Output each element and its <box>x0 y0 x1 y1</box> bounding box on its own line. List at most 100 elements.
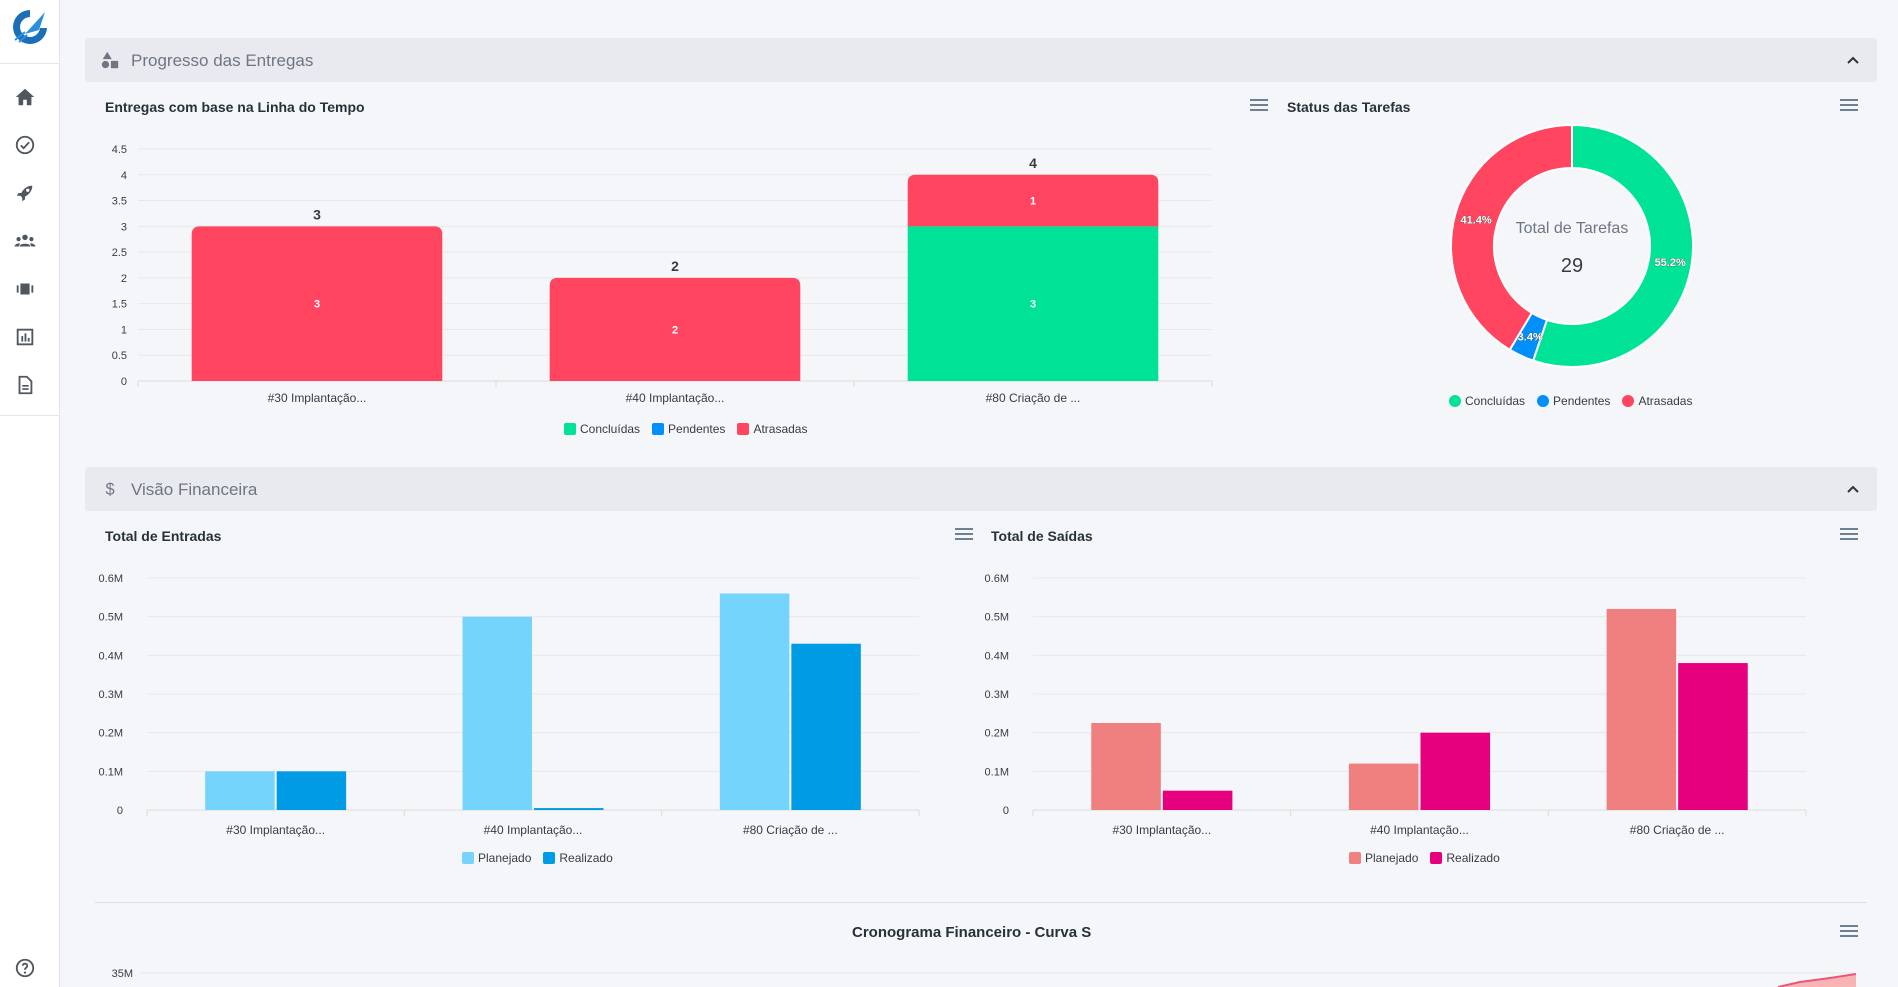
menu-icon[interactable] <box>1840 99 1858 113</box>
data-label: 1 <box>1030 196 1036 208</box>
app-logo[interactable] <box>7 4 53 50</box>
line-series <box>1777 973 1857 987</box>
bar <box>191 226 443 381</box>
boards-icon[interactable] <box>12 276 38 302</box>
legend-marker <box>1430 852 1443 864</box>
sidebar-divider-top <box>0 63 60 64</box>
section-title: Visão Financeira <box>131 480 258 499</box>
users-icon[interactable] <box>12 228 38 254</box>
chevron-up-icon[interactable] <box>1843 479 1863 499</box>
donut-center-label: Total de Tarefas <box>1516 220 1629 237</box>
slice-label: 55.2% <box>1655 257 1686 269</box>
x-tick-label: #80 Criação de ... <box>1630 823 1725 837</box>
chart-title: Status das Tarefas <box>1287 99 1411 115</box>
bar <box>549 277 801 381</box>
y-tick-label: 0.5M <box>985 612 1009 624</box>
bar <box>907 226 1159 381</box>
section-header-deliveries[interactable]: Progresso das Entregas <box>85 38 1877 82</box>
bar <box>205 771 275 810</box>
y-tick-label: 3 <box>121 221 127 233</box>
legend-item-pendentes[interactable]: Pendentes <box>1537 394 1610 408</box>
chart-title: Total de Entradas <box>105 528 222 544</box>
bar <box>1606 608 1677 810</box>
saidas-legend: Planejado Realizado <box>1349 851 1512 865</box>
legend-item-planejado[interactable]: Planejado <box>1349 851 1418 865</box>
y-tick-label: 4 <box>121 170 127 182</box>
check-circle-icon[interactable] <box>12 132 38 158</box>
bar <box>907 174 1159 227</box>
menu-icon[interactable] <box>1250 99 1268 113</box>
section-divider <box>95 902 1867 903</box>
data-label: 3 <box>314 299 320 311</box>
y-tick-label: 0 <box>121 376 127 388</box>
total-label: 4 <box>1029 155 1037 171</box>
y-tick-label: 1 <box>121 324 127 336</box>
legend-item-atrasadas[interactable]: Atrasadas <box>1622 394 1692 408</box>
rocket-icon[interactable] <box>12 180 38 206</box>
legend-marker <box>543 852 556 864</box>
dollar-icon: $ <box>99 478 121 500</box>
legend-marker <box>1622 395 1635 407</box>
legend-label: Planejado <box>478 851 532 865</box>
legend-marker <box>652 423 665 435</box>
x-tick-label: #80 Criação de ... <box>743 823 838 837</box>
legend-marker <box>1349 852 1361 864</box>
legend-label: Atrasadas <box>753 422 808 436</box>
sidebar-divider-bottom <box>0 415 60 416</box>
y-tick-label: 0 <box>1003 805 1009 817</box>
help-circle-icon[interactable] <box>12 955 38 981</box>
legend-item-planejado[interactable]: Planejado <box>462 851 531 865</box>
menu-icon[interactable] <box>1840 925 1858 939</box>
y-tick-label: 35M <box>112 968 133 980</box>
legend-label: Atrasadas <box>1638 394 1693 408</box>
pie-slice <box>1450 123 1573 352</box>
document-icon[interactable] <box>12 372 38 398</box>
y-tick-label: 1.5 <box>112 299 127 311</box>
legend-marker <box>737 423 750 435</box>
section-header-financial[interactable]: $ Visão Financeira <box>85 467 1877 511</box>
menu-icon[interactable] <box>1840 528 1858 542</box>
legend-label: Realizado <box>559 851 613 865</box>
bar <box>1091 723 1161 810</box>
legend-marker <box>1537 395 1550 407</box>
chart-icon[interactable] <box>12 324 38 350</box>
home-icon[interactable] <box>12 84 38 110</box>
legend-label: Planejado <box>1365 851 1419 865</box>
entradas-legend: Planejado Realizado <box>462 851 625 865</box>
chevron-up-icon[interactable] <box>1843 50 1863 70</box>
legend-item-pendentes[interactable]: Pendentes <box>652 422 725 436</box>
x-tick-label: #30 Implantação... <box>1112 823 1211 837</box>
legend-item-realizado[interactable]: Realizado <box>543 851 613 865</box>
bar <box>276 771 347 810</box>
y-tick-label: 0.2M <box>99 728 123 740</box>
legend-label: Concluídas <box>580 422 641 436</box>
legend-item-realizado[interactable]: Realizado <box>1430 851 1500 865</box>
bar <box>534 808 604 810</box>
pie-slice <box>1531 123 1694 368</box>
legend-item-concluidas[interactable]: Concluídas <box>564 422 640 436</box>
legend-marker <box>1449 395 1461 407</box>
bar <box>1420 732 1491 810</box>
total-label: 3 <box>313 206 321 222</box>
x-tick-label: #30 Implantação... <box>268 391 367 405</box>
legend-item-atrasadas[interactable]: Atrasadas <box>737 422 807 436</box>
slice-label: 3.4% <box>1518 331 1543 343</box>
y-tick-label: 0.1M <box>985 766 1009 778</box>
donut-center-value: 29 <box>1561 255 1583 277</box>
x-tick-label: #40 Implantação... <box>1370 823 1469 837</box>
total-label: 2 <box>671 258 679 274</box>
y-tick-label: 0.3M <box>985 689 1009 701</box>
chart-title: Entregas com base na Linha do Tempo <box>105 99 365 115</box>
status-legend: Concluídas Pendentes Atrasadas <box>1449 394 1704 408</box>
legend-item-concluidas[interactable]: Concluídas <box>1449 394 1525 408</box>
menu-icon[interactable] <box>955 528 973 542</box>
bar <box>1348 763 1419 810</box>
y-tick-label: 0.6M <box>985 573 1009 585</box>
legend-label: Realizado <box>1446 851 1500 865</box>
y-tick-label: 0.4M <box>985 650 1009 662</box>
legend-marker <box>462 852 474 864</box>
y-tick-label: 0.2M <box>985 728 1009 740</box>
